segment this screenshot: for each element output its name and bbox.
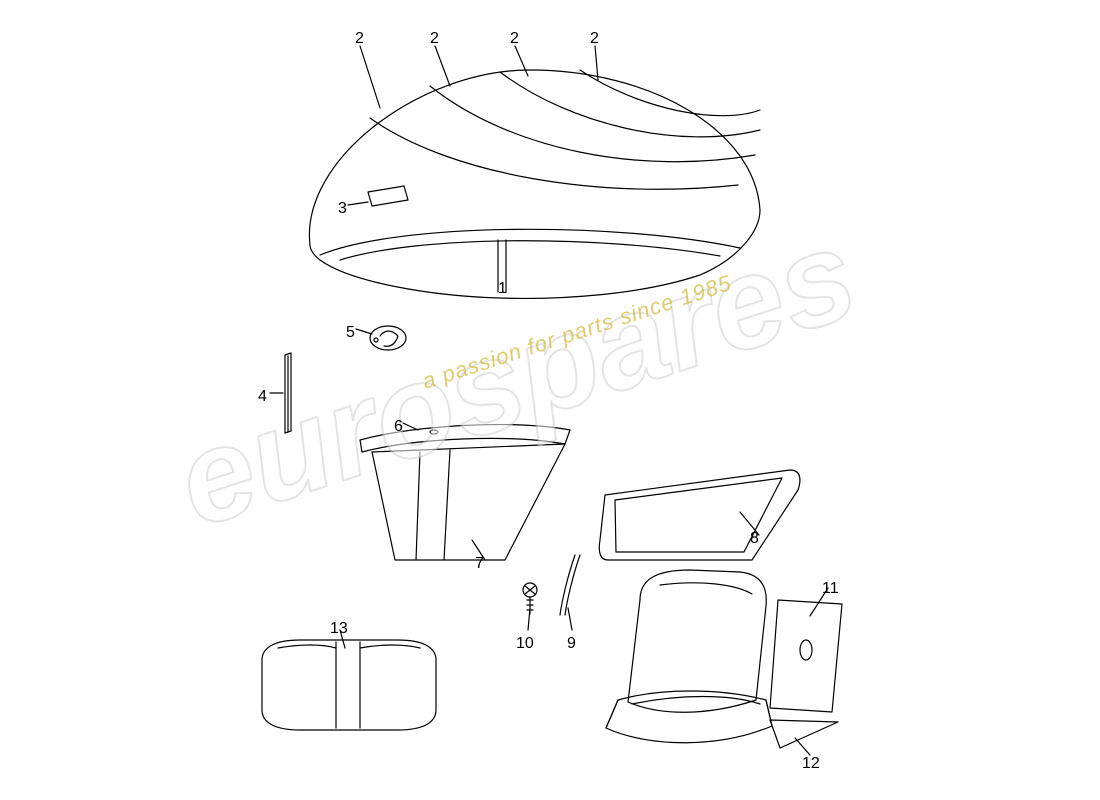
leader-lines [270,46,828,755]
label-p6: 6 [394,418,403,436]
label-p8: 8 [750,530,759,548]
part-1-roof [309,70,760,298]
part-11-seat [606,570,842,748]
label-p7: 7 [475,555,484,573]
label-p3: 3 [338,200,347,218]
part-9-strip [560,555,580,615]
part-6-7-panel [360,425,570,560]
label-p2d: 2 [590,30,599,48]
label-p2b: 2 [430,30,439,48]
part-13-backrest [262,640,436,730]
label-p11: 11 [822,580,839,598]
label-p5: 5 [346,324,355,342]
label-p4: 4 [258,388,267,406]
label-p10: 10 [516,635,534,653]
label-p12: 12 [802,755,820,773]
parts-diagram [0,0,1100,800]
label-p2c: 2 [510,30,519,48]
label-p13: 13 [330,620,348,638]
part-5-hook [370,326,406,350]
label-p2a: 2 [355,30,364,48]
part-4-strip [285,353,291,433]
part-8-panel [599,470,800,560]
label-p9: 9 [567,635,576,653]
label-p1: 1 [498,280,507,298]
